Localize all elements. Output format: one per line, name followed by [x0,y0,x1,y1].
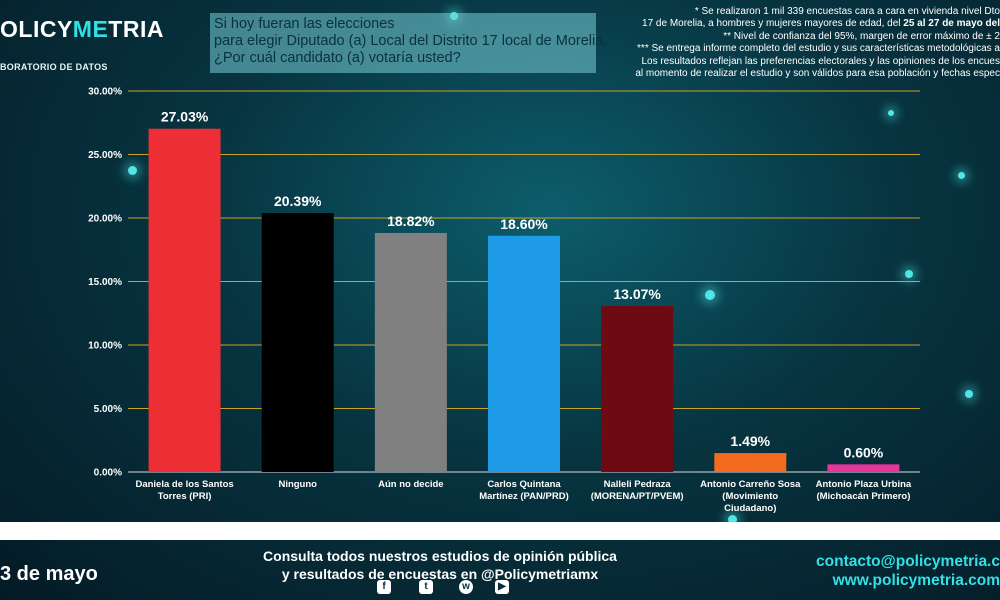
note-line: * Se realizaron 1 mil 339 encuestas cara… [694,6,1000,17]
survey-question: Si hoy fueran las elecciones para elegir… [210,13,608,73]
note-line: 17 de Morelia, a hombres y mujeres mayor… [642,18,1000,30]
brand-tagline: BORATORIO DE DATOS [0,62,108,72]
data-label: 13.07% [613,286,661,302]
x-tick-label: Antonio Plaza Urbina (Michoacán Primero) [816,479,912,502]
decor-dot [705,290,715,300]
footer-line: Consulta todos nuestros estudios de opin… [263,548,617,564]
note-line: *** Se entrega informe completo del estu… [637,43,1000,55]
note-line: al momento de realizar el estudio y son … [635,68,1000,80]
note-line: Los resultados reflejan las preferencias… [641,55,1000,67]
facebook-icon[interactable]: f [377,580,391,594]
note-line: ** Nivel de confianza del 95%, margen de… [723,30,1000,42]
data-label: 1.49% [730,433,770,449]
bar [261,213,334,472]
y-tick-label: 10.00% [88,341,122,352]
y-tick-label: 20.00% [88,214,122,225]
question-line: ¿Por cuál candidato (a) votaría usted? [214,50,461,66]
contact-website[interactable]: www.policymetria.com [832,572,1000,589]
decor-dot [888,110,894,116]
data-label: 18.60% [500,216,548,232]
x-tick-label: Carlos Quintana Martínez (PAN/PRD) [479,479,569,502]
x-tick-label: Nalleli Pedraza (MORENA/PT/PVEM) [591,479,684,502]
y-tick-label: 0.00% [94,468,122,479]
footer-date: 3 de mayo [0,563,98,585]
youtube-icon[interactable]: ▶ [495,580,509,594]
y-tick-label: 25.00% [88,150,122,161]
brand-logo: OLICYMETRIA [0,16,164,42]
footer-divider [0,522,1000,540]
x-tick-label: Aún no decide [378,479,443,490]
decor-dot [965,390,973,398]
whatsapp-icon[interactable]: w [459,580,473,594]
contact-email[interactable]: contacto@policymetria.c [816,553,1000,570]
bar [827,464,900,472]
footer-message: Consulta todos nuestros estudios de opin… [230,547,650,583]
bar [714,453,787,472]
question-line: Si hoy fueran las elecciones [214,16,395,32]
x-tick-label: Antonio Carreño Sosa (Movimiento Ciudadano… [700,479,801,514]
data-label: 0.60% [844,444,884,460]
bar [374,232,447,472]
footer-contact: contacto@policymetria.c www.policymetria… [816,552,1000,590]
x-tick-label: Ninguno [278,479,317,490]
data-label: 20.39% [274,193,322,209]
y-tick-label: 5.00% [94,404,122,415]
data-label: 18.82% [387,213,435,229]
data-label: 27.03% [161,109,209,125]
y-tick-label: 30.00% [88,87,122,98]
decor-dot [958,172,965,179]
y-tick-label: 15.00% [88,277,122,288]
bar [148,128,221,472]
x-tick-label: Daniela de los Santos Torres (PRI) [135,479,233,502]
question-line: para elegir Diputado (a) Local del Distr… [214,33,608,49]
twitter-icon[interactable]: t [419,580,433,594]
bar [601,306,674,472]
methodology-notes: * Se realizaron 1 mil 339 encuestas cara… [600,6,1000,80]
decor-dot [728,515,737,524]
decor-dot [905,270,913,278]
decor-dot [128,166,137,175]
footer-line: y resultados de encuestas en @Policymetr… [281,566,599,582]
bar [488,235,560,472]
